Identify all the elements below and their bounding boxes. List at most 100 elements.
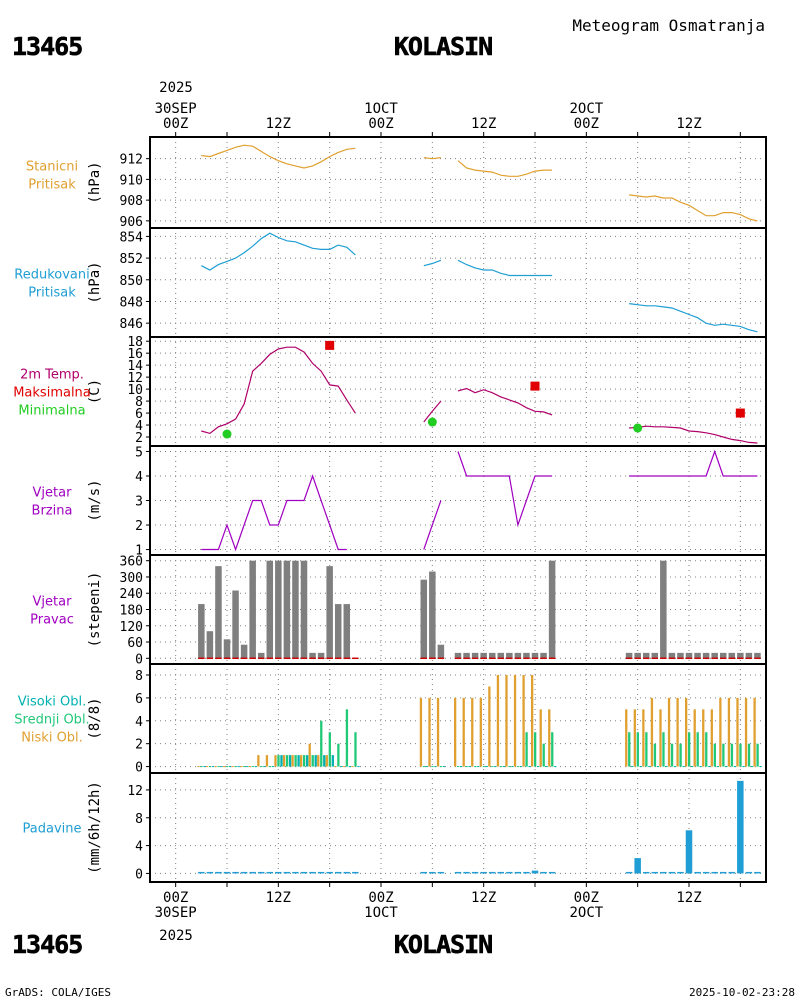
series-line [629,449,758,477]
panel-label: Redukovani [14,268,89,283]
y-tick-label: 12 [127,784,143,799]
y-tick-label: 910 [120,173,143,188]
precip-bar [745,871,753,874]
cloud-bar [670,743,674,767]
precip-bar [437,871,445,874]
direction-bar [651,652,659,659]
cloud-bar [702,709,705,767]
direction-bar [249,560,256,659]
time-tick-bottom-label: 00Z [368,890,393,906]
cloud-bar [688,732,691,767]
panel-clouds: 0 2 4 6 8 (8/8)Visoki Obl. Srednji Obl. Niski O… [14,663,767,776]
y-tick-label: 912 [120,153,143,168]
year-label-bottom: 2025 [159,928,193,944]
direction-bar [463,652,470,659]
series-line [457,259,553,277]
y-tick-label: 4 [135,419,143,434]
y-axis-title: (hPa) [87,261,103,303]
series-line [629,303,758,333]
y-tick-label: 0 [135,761,143,776]
direction-bar [223,639,231,659]
series-line [201,232,356,271]
y-tick-label: 1 [135,544,143,559]
cloud-bar [471,697,474,767]
cloud-bar [722,743,725,767]
panel-label: Niski Obl. [21,731,83,746]
y-tick-label: 300 [120,571,143,586]
credit-label: GrADS: COLA/IGES [5,986,111,999]
panel-frame [149,227,767,338]
precip-bar [240,871,248,874]
direction-bar [540,652,547,659]
cloud-bar [300,755,303,767]
panel-label: Brzina [32,504,73,519]
cloud-bar [542,743,545,767]
cloud-bar [257,755,260,767]
cloud-bar [314,755,317,767]
panel-pressure: 906 908 910 912 (hPa) Stanicni Pritisak [26,136,767,230]
cloud-bar [625,709,628,767]
direction-bar [634,652,641,659]
panel-label: Stanicni [26,160,78,175]
direction-bar [275,560,282,659]
direction-bar [531,652,539,659]
time-tick-bottom-label: 12Z [266,890,291,906]
direction-bar [506,652,513,659]
precip-bar [249,871,256,874]
direction-bar [497,652,505,659]
y-tick-label: 360 [120,555,143,570]
cloud-bar [522,675,525,767]
direction-bar [266,560,274,659]
precip-bar [343,871,351,874]
cloud-bar [436,697,440,767]
time-tick-top-label: 00Z [574,116,599,132]
cloud-bar [756,743,759,767]
direction-bar [240,644,248,659]
panel-label: Maksimalna [13,386,91,401]
cloud-bar [462,697,465,767]
series-line [629,425,758,444]
time-tick-top-label: 12Z [676,116,701,132]
time-tick-bottom-label: 1OCT [364,905,398,921]
cloud-bar [727,697,731,767]
cloud-bar [306,755,309,767]
cloud-bar [710,709,713,767]
time-tick-top-label: 30SEP [155,101,197,117]
time-tick-top-label: 12Z [266,116,291,132]
cloud-bar [531,675,534,767]
cloud-bar [713,743,716,767]
panel-reduced_pressure: 846 848 850 852 854 (hPa)Redukovani Pritisak [14,227,767,338]
direction-bar [437,644,445,659]
cloud-bar [354,732,357,767]
y-tick-label: 16 [127,347,143,362]
cloud-bar [633,709,636,767]
precip-bar [463,871,470,874]
direction-bar [215,566,222,659]
meteogram-panels: 906908910912(hPa)StanicniPritisak8468488… [13,132,767,887]
cloud-bar [696,732,699,767]
tmin-marker [222,429,232,439]
series-line [423,259,442,267]
station-id-bottom: 13465 [12,930,82,959]
direction-bar [745,652,753,659]
panel-label: Padavine [23,822,82,837]
cloud-bar [265,755,269,767]
direction-bar [677,652,684,659]
y-tick-label: 5 [135,445,143,460]
time-tick-bottom-label: 30SEP [155,905,197,921]
direction-bar [754,652,761,659]
cloud-bar [645,732,648,767]
series-line [201,346,356,435]
direction-bar [471,652,479,659]
precip-bar [257,871,265,874]
direction-bar [685,652,693,659]
y-tick-label: 906 [120,215,143,230]
year-label-top: 2025 [159,80,193,96]
direction-bar [257,652,265,659]
cloud-bar [679,743,682,767]
series-line [457,387,553,416]
precip-bar [317,871,325,874]
cloud-bar [653,743,657,767]
